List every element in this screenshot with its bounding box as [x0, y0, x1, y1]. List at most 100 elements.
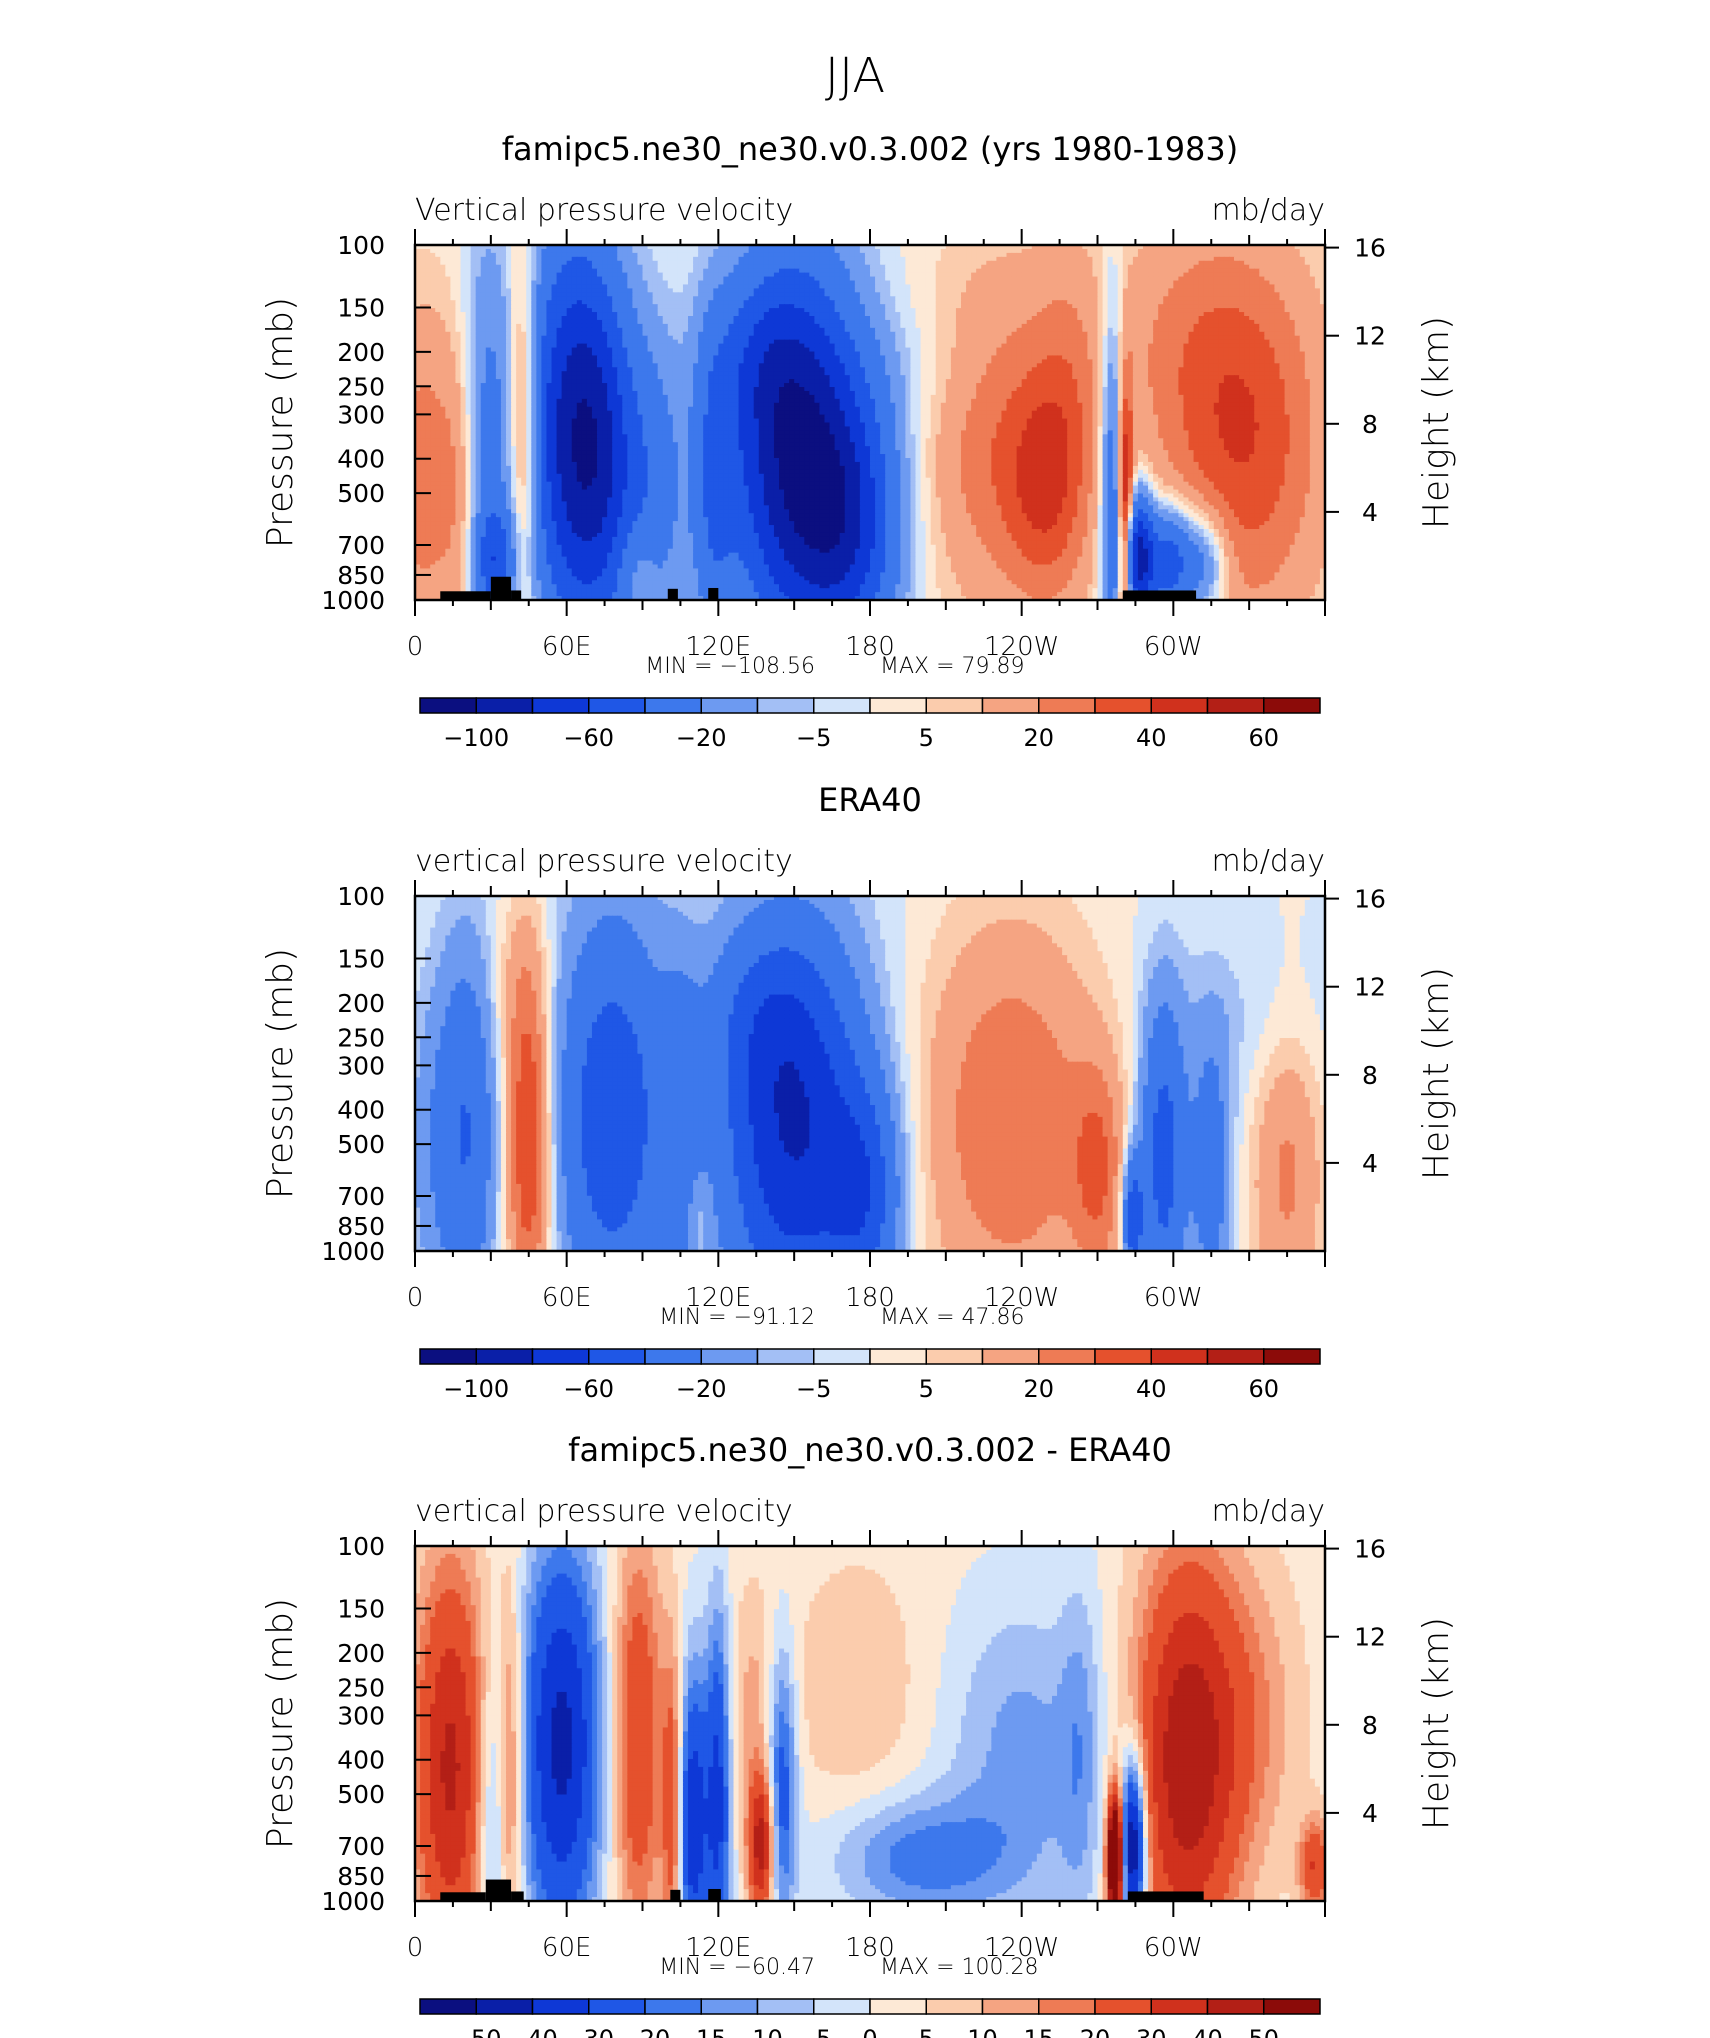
colorbar-swatch [419, 697, 477, 714]
colorbar-label: 10 [967, 2025, 998, 2038]
y-axis-label: Pressure (mb) [260, 1598, 301, 1849]
colorbar-label: 5 [919, 1375, 934, 1403]
terrain-block [708, 1888, 721, 1901]
min-label: MIN = −108.56 [645, 654, 815, 679]
colorbar-swatch [981, 1998, 1040, 2015]
y-tick-label: 500 [337, 1130, 385, 1159]
y-tick-label: 700 [337, 1832, 385, 1861]
x-tick-label: 120E [685, 1933, 751, 1963]
x-tick-label: 0 [407, 1283, 424, 1313]
y-tick-label: 500 [337, 1780, 385, 1809]
colorbar-label: −50 [451, 2025, 502, 2038]
colorbar-swatch [1206, 697, 1265, 714]
y-tick-label: 400 [337, 1096, 385, 1125]
colorbar-swatch [588, 697, 646, 714]
x-tick-label: 120E [685, 1283, 751, 1313]
colorbar: −100 −60 −20 −5 5 20 40 60 [419, 697, 1321, 752]
colorbar-swatch [1038, 1348, 1096, 1365]
y-tick-label: 250 [337, 1673, 385, 1702]
panel-title: famipc5.ne30_ne30.v0.3.002 - ERA40 [568, 1431, 1172, 1469]
colorbar-label: −15 [676, 2025, 727, 2038]
y-tick-label: 300 [337, 1051, 385, 1080]
terrain-block [490, 576, 512, 600]
panel-2: ERA40 vertical pressure velocity mb/day 0 60… [260, 781, 1457, 1403]
colorbar-swatch [813, 1348, 871, 1365]
min-label: MIN = −60.47 [659, 1955, 815, 1980]
y-tick-label: 700 [337, 1182, 385, 1211]
colorbar-swatch [475, 1998, 534, 2015]
y-tick-label: 150 [337, 294, 385, 323]
colorbar-swatch [1263, 697, 1321, 714]
x-tick-label: 60W [1144, 1933, 1203, 1963]
colorbar-swatch [1206, 1348, 1265, 1365]
colorbar-label: 40 [1192, 2025, 1223, 2038]
x-tick-label: 60E [542, 1933, 592, 1963]
y2-tick-label: 8 [1362, 410, 1378, 439]
y-tick-label: 200 [337, 1639, 385, 1668]
colorbar-label: 60 [1248, 1375, 1279, 1403]
colorbar-label: −5 [796, 2025, 831, 2038]
colorbar-label: 50 [1248, 2025, 1279, 2038]
heatmap-field [415, 245, 1325, 600]
y2-tick-label: 8 [1362, 1061, 1378, 1090]
colorbar-swatch [869, 1998, 927, 2015]
terrain-block [1127, 1891, 1204, 1901]
panel-units-label: mb/day [1211, 1494, 1325, 1529]
y-tick-label: 300 [337, 400, 385, 429]
x-tick-label: 0 [407, 1933, 424, 1963]
colorbar-swatch [700, 1348, 759, 1365]
colorbar-swatch [1094, 697, 1152, 714]
colorbar-swatch [1263, 1348, 1321, 1365]
colorbar-swatch [588, 1348, 646, 1365]
max-label: MAX = 79.89 [880, 654, 1025, 679]
colorbar-label: 20 [1080, 2025, 1111, 2038]
y-tick-label: 500 [337, 479, 385, 508]
colorbar-swatch [644, 697, 702, 714]
colorbar: −50−40−30−20−15−10−505101520304050 [419, 1998, 1321, 2038]
panel-units-label: mb/day [1211, 193, 1325, 228]
y-tick-label: 1000 [321, 586, 385, 615]
y-tick-label: 150 [337, 945, 385, 974]
heatmap-field [415, 896, 1325, 1251]
terrain-block [667, 588, 678, 600]
panel-3: famipc5.ne30_ne30.v0.3.002 - ERA40 vertic… [260, 1431, 1457, 2038]
panel-1: famipc5.ne30_ne30.v0.3.002 (yrs 1980-198… [260, 130, 1457, 752]
y-tick-label: 100 [337, 231, 385, 260]
colorbar-swatch [869, 697, 927, 714]
colorbar: −100 −60 −20 −5 5 20 40 60 [419, 1348, 1321, 1403]
colorbar-label: 5 [919, 724, 934, 752]
colorbar-label: −100 [443, 1375, 509, 1403]
terrain-block [1122, 590, 1197, 600]
min-label: MIN = −91.12 [659, 1305, 815, 1330]
colorbar-label: −5 [796, 1375, 831, 1403]
colorbar-swatch [588, 1998, 646, 2015]
terrain-block [440, 1892, 486, 1901]
terrain-block [485, 1879, 512, 1901]
panel-title: ERA40 [818, 781, 922, 819]
y-axis-label: Pressure (mb) [260, 948, 301, 1199]
y-axis-label: Pressure (mb) [260, 297, 301, 548]
colorbar-swatch [475, 697, 534, 714]
x-tick-label: 180 [845, 1933, 895, 1963]
colorbar-swatch [1206, 1998, 1265, 2015]
colorbar-swatch [1094, 1998, 1152, 2015]
x-tick-label: 120E [685, 632, 751, 662]
terrain-block [708, 587, 719, 600]
x-tick-label: 60E [542, 1283, 592, 1313]
x-tick-label: 180 [845, 632, 895, 662]
colorbar-swatch [644, 1348, 702, 1365]
colorbar-label: −20 [676, 1375, 727, 1403]
panel-title: famipc5.ne30_ne30.v0.3.002 (yrs 1980-198… [502, 130, 1239, 168]
x-tick-label: 60W [1144, 1283, 1203, 1313]
colorbar-label: −60 [563, 1375, 614, 1403]
y2-tick-label: 8 [1362, 1711, 1378, 1740]
colorbar-label: −60 [563, 724, 614, 752]
y-tick-label: 850 [337, 561, 385, 590]
colorbar-swatch [700, 697, 759, 714]
colorbar-label: 30 [1136, 2025, 1167, 2038]
terrain-block [511, 1891, 524, 1901]
colorbar-swatch [1150, 697, 1209, 714]
x-tick-label: 180 [845, 1283, 895, 1313]
y-tick-label: 250 [337, 372, 385, 401]
y2-axis-label: Height (km) [1416, 967, 1457, 1180]
